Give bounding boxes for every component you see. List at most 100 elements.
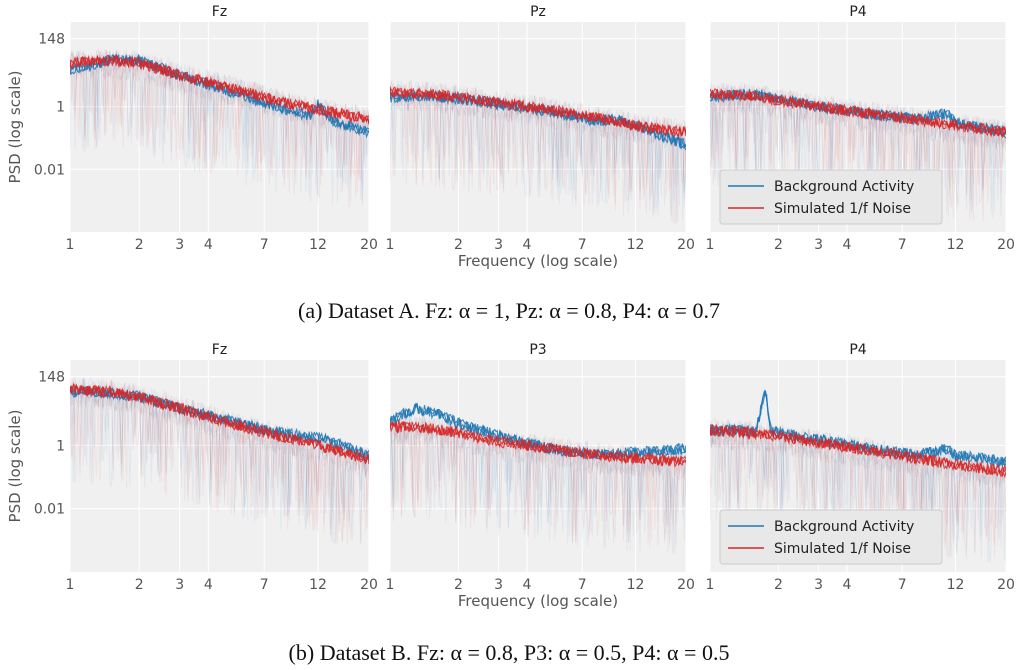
x-tick-label: 4 <box>204 237 213 253</box>
x-tick-label: 3 <box>814 577 823 593</box>
x-tick-label: 7 <box>260 237 269 253</box>
y-tick-label: 0.01 <box>34 162 65 178</box>
x-tick-label: 1 <box>706 237 715 253</box>
individual-trace <box>70 47 369 198</box>
x-tick-label: 1 <box>66 237 75 253</box>
individual-trace <box>390 414 686 550</box>
panel-p3-b: P31 2 3 4 7 12 20 <box>386 342 695 593</box>
figure-caption: (b) Dataset B. Fz: α = 0.8, P3: α = 0.5,… <box>289 640 730 665</box>
panel-title: Fz <box>212 4 227 20</box>
series-line-simulated-noise <box>710 424 1006 479</box>
legend: Background Activity Simulated 1/f Noise <box>719 509 943 565</box>
x-tick-label: 12 <box>309 237 327 253</box>
x-tick-label: 4 <box>843 237 852 253</box>
x-tick-label: 3 <box>175 237 184 253</box>
x-tick-label: 7 <box>578 237 587 253</box>
individual-trace <box>70 49 369 205</box>
legend-box <box>719 509 943 565</box>
x-tick-label: 12 <box>309 577 327 593</box>
individual-trace <box>390 79 686 224</box>
panel-title: P4 <box>849 342 866 358</box>
individual-trace <box>390 79 686 223</box>
plot-area <box>70 47 369 207</box>
x-tick-label: 1 <box>386 577 395 593</box>
series-line-simulated-noise <box>390 419 686 468</box>
x-tick-label: 2 <box>774 577 783 593</box>
series-line-background-activity <box>70 385 369 460</box>
x-tick-label: 1 <box>386 237 395 253</box>
panel-background <box>70 22 369 232</box>
x-tick-label: 20 <box>997 237 1015 253</box>
series-line-simulated-noise <box>390 87 686 139</box>
x-tick-label: 4 <box>523 577 532 593</box>
series-line-simulated-noise <box>70 54 369 125</box>
legend-label: Simulated 1/f Noise <box>774 541 911 557</box>
legend-label: Background Activity <box>774 179 914 195</box>
series-line-simulated-noise <box>70 54 369 124</box>
legend-box <box>719 169 943 225</box>
x-tick-label: 20 <box>997 577 1015 593</box>
panel-pz-a: Pz1 2 3 4 7 12 20 <box>386 4 695 253</box>
plot-area <box>70 377 369 546</box>
series-line-simulated-noise <box>390 86 686 138</box>
x-tick-label: 2 <box>454 237 463 253</box>
series-line-background-activity <box>710 390 1006 467</box>
individual-trace <box>710 419 1006 563</box>
figure-caption: (a) Dataset A. Fz: α = 1, Pz: α = 0.8, P… <box>298 298 720 323</box>
x-tick-label: 7 <box>898 577 907 593</box>
series-line-background-activity <box>710 88 1006 139</box>
x-tick-label: 12 <box>947 237 965 253</box>
x-tick-label: 3 <box>494 237 503 253</box>
plot-area <box>710 389 1006 565</box>
individual-trace <box>70 378 369 531</box>
x-tick-label: 3 <box>494 577 503 593</box>
y-tick-label: 1 <box>56 100 65 116</box>
x-tick-label: 2 <box>135 237 144 253</box>
individual-trace <box>710 420 1006 559</box>
x-tick-label: 4 <box>204 577 213 593</box>
series-line-simulated-noise <box>70 385 369 463</box>
x-axis-label: Frequency (log scale) <box>458 592 618 610</box>
x-tick-label: 20 <box>360 237 378 253</box>
y-tick-label: 0.01 <box>34 502 65 518</box>
plot-area <box>390 402 686 555</box>
plot-area <box>390 79 686 226</box>
x-tick-label: 1 <box>706 577 715 593</box>
y-axis-label: PSD (log scale) <box>6 71 24 184</box>
series-line-simulated-noise <box>710 88 1006 139</box>
individual-trace <box>390 81 686 202</box>
x-tick-label: 12 <box>627 577 645 593</box>
x-tick-label: 20 <box>677 577 695 593</box>
individual-trace <box>390 414 686 541</box>
individual-trace <box>710 83 1006 214</box>
x-tick-label: 4 <box>843 577 852 593</box>
y-axis-label: PSD (log scale) <box>6 410 24 523</box>
x-tick-label: 1 <box>66 577 75 593</box>
individual-trace <box>390 80 686 210</box>
panel-title: P4 <box>849 4 866 20</box>
individual-trace <box>70 378 369 529</box>
x-tick-label: 20 <box>677 237 695 253</box>
x-tick-label: 7 <box>578 577 587 593</box>
x-tick-label: 2 <box>774 237 783 253</box>
series-line-simulated-noise <box>710 424 1006 478</box>
x-tick-label: 20 <box>360 577 378 593</box>
x-axis-label: Frequency (log scale) <box>458 252 618 270</box>
x-tick-label: 7 <box>260 577 269 593</box>
x-tick-label: 3 <box>175 577 184 593</box>
x-tick-label: 12 <box>627 237 645 253</box>
series-line-background-activity <box>390 402 686 461</box>
legend-label: Background Activity <box>774 519 914 535</box>
x-tick-label: 2 <box>454 577 463 593</box>
series-line-simulated-noise <box>390 421 686 466</box>
individual-trace <box>70 51 369 203</box>
x-tick-label: 7 <box>898 237 907 253</box>
panel-background <box>390 360 686 572</box>
panel-title: P3 <box>529 342 546 358</box>
